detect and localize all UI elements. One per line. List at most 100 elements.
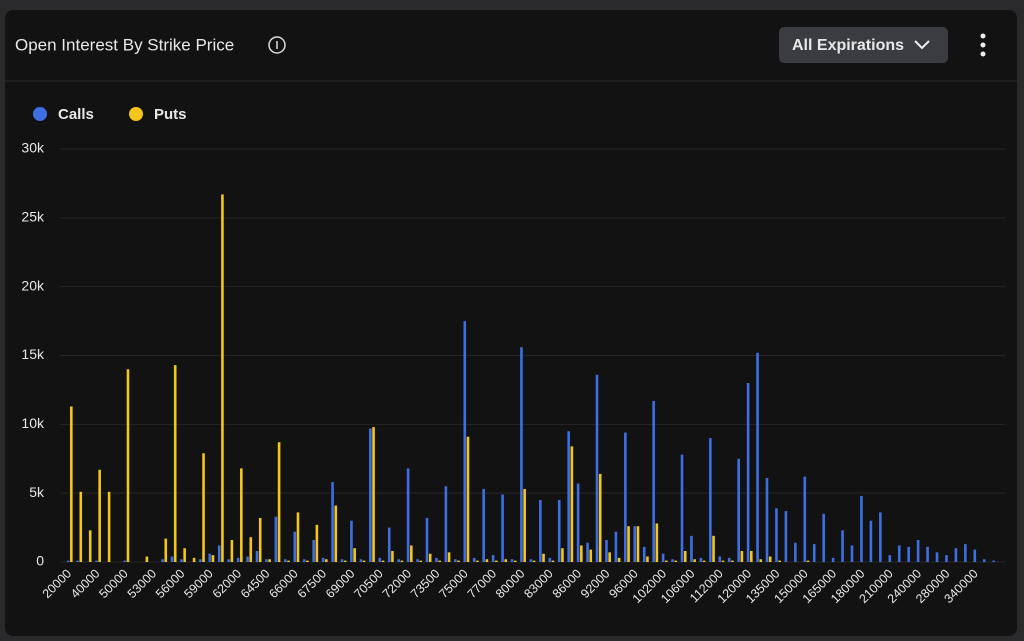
bar bbox=[539, 500, 542, 562]
bar bbox=[665, 560, 668, 562]
bar bbox=[973, 549, 977, 562]
bar bbox=[306, 560, 309, 562]
y-tick-label: 30k bbox=[21, 140, 45, 156]
bar bbox=[888, 555, 892, 562]
bar bbox=[391, 550, 394, 562]
legend-marker bbox=[33, 107, 47, 121]
bar bbox=[378, 557, 382, 562]
bar bbox=[435, 557, 438, 562]
bar bbox=[561, 548, 564, 562]
bar bbox=[520, 347, 523, 562]
bar bbox=[180, 559, 183, 562]
bar bbox=[466, 436, 470, 562]
menu-dot[interactable] bbox=[980, 42, 986, 48]
bar bbox=[491, 555, 495, 562]
y-tick-label: 20k bbox=[21, 277, 45, 293]
bar bbox=[425, 517, 429, 562]
y-tick-label: 15k bbox=[21, 346, 45, 362]
bar bbox=[428, 553, 432, 562]
bar bbox=[731, 560, 734, 562]
bar bbox=[794, 542, 797, 562]
x-tick-label: 62000 bbox=[210, 567, 245, 602]
bar bbox=[680, 454, 684, 562]
x-tick-label: 67500 bbox=[295, 567, 330, 602]
bar bbox=[400, 560, 404, 562]
bar bbox=[614, 531, 618, 562]
bar bbox=[293, 531, 297, 562]
bar bbox=[126, 369, 130, 562]
bar bbox=[916, 539, 920, 562]
bar bbox=[170, 556, 174, 562]
bar bbox=[246, 556, 249, 562]
x-tick-label: 86000 bbox=[550, 567, 585, 602]
bar bbox=[954, 548, 958, 562]
bar bbox=[353, 548, 356, 562]
bar bbox=[463, 321, 467, 562]
bar bbox=[759, 559, 763, 562]
x-tick-label: 83000 bbox=[521, 567, 556, 602]
bar bbox=[76, 560, 79, 562]
bar bbox=[211, 555, 215, 562]
bar bbox=[255, 550, 259, 562]
bar bbox=[935, 552, 939, 562]
bar bbox=[359, 559, 363, 562]
bar bbox=[274, 516, 278, 562]
bar bbox=[605, 539, 608, 562]
menu-dot[interactable] bbox=[980, 33, 986, 39]
x-tick-label: 73500 bbox=[408, 567, 443, 602]
bar bbox=[879, 512, 882, 562]
bar bbox=[712, 535, 715, 562]
bar bbox=[199, 559, 202, 562]
bar bbox=[173, 365, 177, 562]
bar bbox=[227, 559, 230, 562]
bar bbox=[513, 560, 517, 562]
bar bbox=[485, 559, 489, 562]
bar bbox=[350, 520, 353, 562]
bar bbox=[850, 545, 854, 562]
bar bbox=[803, 476, 807, 562]
bar bbox=[671, 559, 674, 562]
x-tick-label: 64500 bbox=[238, 567, 273, 602]
bar bbox=[447, 552, 451, 562]
bar bbox=[410, 545, 413, 562]
bar bbox=[595, 374, 599, 562]
x-tick-label: 50000 bbox=[96, 567, 131, 602]
bar bbox=[926, 546, 929, 562]
bar bbox=[740, 550, 744, 562]
bar bbox=[523, 489, 526, 562]
bar bbox=[501, 494, 504, 562]
bar bbox=[532, 560, 536, 562]
y-tick-label: 10k bbox=[21, 415, 45, 431]
bar bbox=[598, 473, 602, 562]
bar bbox=[249, 537, 253, 562]
bar bbox=[765, 478, 769, 562]
bar bbox=[784, 511, 788, 562]
bar bbox=[775, 508, 778, 562]
bar bbox=[372, 427, 375, 562]
bar bbox=[145, 556, 149, 562]
bar bbox=[557, 500, 561, 562]
bar bbox=[529, 559, 533, 562]
info-icon[interactable] bbox=[268, 36, 286, 54]
bar bbox=[343, 560, 347, 562]
bar bbox=[495, 560, 498, 562]
bar bbox=[750, 550, 753, 562]
bar bbox=[95, 560, 98, 562]
bar bbox=[636, 526, 640, 562]
bar bbox=[699, 557, 703, 562]
menu-dot[interactable] bbox=[980, 51, 986, 57]
dropdown-label: All Expirations bbox=[792, 37, 904, 54]
bar bbox=[107, 491, 111, 562]
dropdown[interactable] bbox=[779, 27, 948, 63]
x-tick-label: 92000 bbox=[578, 567, 613, 602]
bar bbox=[416, 559, 419, 562]
bar bbox=[746, 383, 750, 562]
bar bbox=[164, 538, 168, 562]
bar bbox=[183, 548, 186, 562]
bar bbox=[334, 505, 338, 562]
bar bbox=[230, 539, 234, 562]
bar bbox=[381, 560, 385, 562]
x-tick-label: 70500 bbox=[351, 567, 386, 602]
bar bbox=[897, 545, 901, 562]
